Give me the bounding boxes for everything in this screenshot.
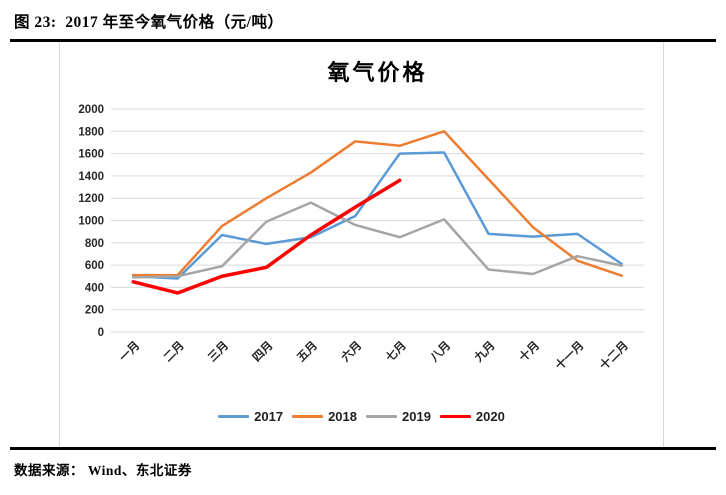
legend-label: 2019 xyxy=(402,409,431,424)
y-tick-label: 800 xyxy=(85,238,104,250)
y-tick-label: 1800 xyxy=(78,126,104,138)
series-line-2019 xyxy=(131,201,624,279)
legend-line-swatch-2018 xyxy=(292,415,324,418)
series-line-2018 xyxy=(131,130,624,277)
x-tick-label: 十月 xyxy=(516,338,542,364)
y-gridlines xyxy=(111,108,644,333)
legend-item-2020: 2020 xyxy=(439,409,505,424)
y-tick-label: 1400 xyxy=(78,171,104,183)
series-line-2017 xyxy=(131,151,624,280)
y-tick-label: 600 xyxy=(85,260,104,272)
chart-legend: 2017 2018 2019 2020 xyxy=(60,409,663,424)
series-line-2020 xyxy=(131,178,402,295)
legend-label: 2018 xyxy=(328,409,357,424)
legend-label: 2020 xyxy=(475,409,505,424)
y-tick-label: 1000 xyxy=(78,216,104,228)
legend-line-swatch-2017 xyxy=(218,415,250,418)
x-axis-tick-labels: 一月 二月 三月 四月 五月 六月 七月 八月 九月 十月 十一月 十二月 xyxy=(117,338,631,372)
y-tick-label: 400 xyxy=(85,282,104,294)
x-tick-label: 九月 xyxy=(471,338,498,365)
y-tick-label: 200 xyxy=(85,305,104,317)
price-line-chart: 0 200 400 600 800 1000 1200 1400 1600 1800 2000 一月二… xyxy=(78,104,644,373)
legend-line-swatch-2020 xyxy=(439,414,471,419)
data-source-note: 数据来源： Wind、东北证券 xyxy=(14,463,192,478)
y-tick-label: 1600 xyxy=(78,149,104,161)
caption-divider-rule xyxy=(10,39,716,42)
source-divider-rule xyxy=(10,447,716,450)
x-tick-label: 一月 xyxy=(117,339,142,364)
x-tick-label: 六月 xyxy=(338,338,364,364)
y-axis-tick-labels: 0 200 400 600 800 1000 1200 1400 1600 1800 2000 xyxy=(78,104,104,339)
y-tick-label: 2000 xyxy=(78,104,104,116)
chart-title: 氧气价格 xyxy=(327,60,428,85)
x-tick-label: 五月 xyxy=(295,339,320,364)
y-tick-label: 0 xyxy=(98,327,104,339)
x-tick-label: 二月 xyxy=(161,339,186,364)
legend-line-swatch-2019 xyxy=(366,415,397,418)
legend-item-2017: 2017 xyxy=(218,409,283,424)
figure-caption: 图 23: 2017 年至今氧气价格（元/吨） xyxy=(14,14,284,31)
x-tick-label: 七月 xyxy=(383,338,409,364)
x-tick-label: 十一月 xyxy=(552,338,586,372)
chart-container: 氧气价格 0 200 400 600 800 1000 1200 1400 1600 1800 20… xyxy=(59,42,664,447)
x-tick-label: 三月 xyxy=(206,339,231,364)
x-tick-label: 四月 xyxy=(250,339,275,364)
x-tick-label: 八月 xyxy=(427,339,453,365)
legend-item-2019: 2019 xyxy=(366,409,431,424)
x-tick-label: 十二月 xyxy=(597,338,631,372)
legend-item-2018: 2018 xyxy=(292,409,357,424)
y-tick-label: 1200 xyxy=(78,193,104,205)
legend-label: 2017 xyxy=(254,409,284,424)
